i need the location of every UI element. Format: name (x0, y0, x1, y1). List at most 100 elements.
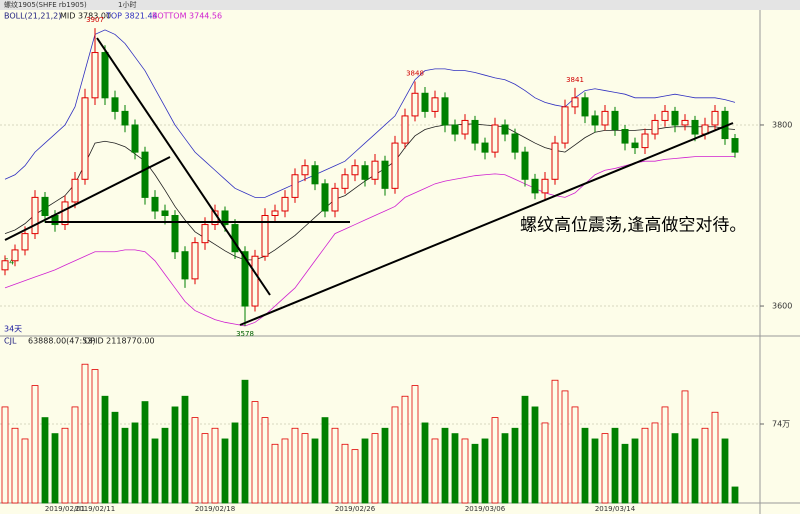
period[interactable]: 1小时 (118, 0, 136, 9)
volume-bar (451, 433, 459, 504)
x-tick-label: 2019/03/14 (595, 505, 636, 513)
candle-body (401, 115, 409, 144)
volume-bar (611, 427, 619, 504)
volume-bar (651, 422, 659, 504)
candle-body (221, 210, 229, 226)
candle-body (11, 249, 19, 262)
volume-bar (461, 438, 469, 504)
volume-bar (721, 438, 729, 504)
volume-bar (421, 422, 429, 504)
candle-body (521, 151, 529, 180)
legend-top: TOP 3821.44 (105, 12, 158, 21)
candle-body (661, 110, 669, 121)
legend-mid: MID 3783.00 (60, 12, 111, 21)
candle-body (101, 52, 109, 99)
volume-bar (481, 438, 489, 504)
candle-body (611, 110, 619, 130)
x-tick-label: 2019/02/26 (335, 505, 376, 513)
candle-body (121, 110, 129, 126)
volume-bar (231, 422, 239, 504)
candle-body (81, 97, 89, 180)
candle-body (61, 201, 69, 226)
volume-bar (121, 427, 129, 504)
volume-bar (491, 417, 499, 504)
candle-body (241, 251, 249, 307)
volume-bar (691, 438, 699, 504)
volume-bar (291, 427, 299, 504)
candle-body (601, 110, 609, 126)
volume-bar (251, 401, 259, 504)
volume-bar (351, 449, 359, 504)
volume-bar (441, 427, 449, 504)
volume-bar (671, 433, 679, 504)
indicator-label: BOLL(21,21,2) (4, 12, 61, 21)
volume-bar (621, 443, 629, 504)
extreme-label: 3907 (86, 16, 104, 24)
volume-bar (341, 443, 349, 504)
volume-bar (31, 385, 39, 504)
x-tick-label: 2019/02/18 (195, 505, 235, 513)
volume-bar (211, 427, 219, 504)
x-tick-label: 2019/02/11 (75, 505, 115, 513)
candle-body (621, 128, 629, 144)
volume-bar (401, 395, 409, 504)
volume-bar (41, 417, 49, 504)
title-bar (0, 0, 800, 10)
y-tick-label: 3600 (772, 302, 792, 311)
candle-body (91, 52, 99, 99)
candle-body (681, 119, 689, 126)
volume-bar (81, 363, 89, 504)
candle-body (351, 165, 359, 176)
trend-lines (4, 37, 734, 326)
volume-bar (301, 433, 309, 504)
candle-body (271, 210, 279, 217)
candle-body (181, 251, 189, 280)
volume-bar (51, 433, 59, 504)
volume-bar (201, 433, 209, 504)
volume-bar (21, 438, 29, 504)
volume-bar (571, 406, 579, 504)
volume-bar (501, 433, 509, 504)
candle-body (321, 183, 329, 212)
volume-bar (141, 401, 149, 504)
volume-bar (731, 486, 739, 504)
band-line (4, 156, 735, 327)
candle-body (251, 255, 259, 307)
candle-body (691, 119, 699, 135)
volume-bar (431, 438, 439, 504)
candle-body (731, 138, 739, 153)
candle-body (21, 233, 29, 251)
candle-body (541, 178, 549, 194)
volume-bar (661, 406, 669, 504)
volume-label: CJL (4, 337, 17, 346)
trend-line (4, 156, 171, 241)
band-line (4, 29, 736, 198)
volume-bar (131, 422, 139, 504)
candle-body (111, 97, 119, 112)
volume-bar (631, 438, 639, 504)
candle-body (131, 124, 139, 153)
candle-body (421, 92, 429, 112)
volume-bar (331, 427, 339, 504)
volume-bar (511, 427, 519, 504)
legend-bottom: BOTTOM 3744.56 (152, 12, 222, 21)
candle-body (311, 165, 319, 185)
volume-bar (681, 390, 689, 504)
volume-bar (521, 395, 529, 504)
volume-bar (601, 433, 609, 504)
candle-body (31, 196, 39, 235)
candle-body (171, 215, 179, 253)
volume-bar (241, 379, 249, 504)
band-line (4, 123, 736, 261)
candle-body (471, 119, 479, 144)
candle-body (651, 119, 659, 135)
candle-body (531, 178, 539, 194)
left-label: 54 (4, 258, 14, 267)
volume-bar (311, 438, 319, 504)
candle-body (391, 142, 399, 189)
volume-bar (591, 438, 599, 504)
volume-bar (101, 395, 109, 504)
candle-body (381, 160, 389, 189)
candle-body (501, 124, 509, 135)
